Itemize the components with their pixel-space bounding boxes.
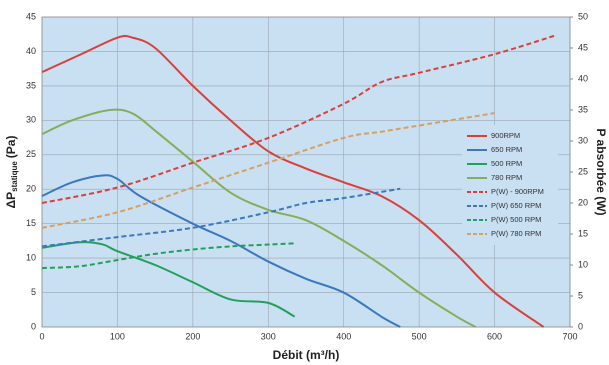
- y-tick-label: 35: [26, 80, 36, 90]
- series-line: [41, 112, 495, 229]
- legend-label: 900RPM: [491, 131, 520, 140]
- x-axis-label: Débit (m³/h): [273, 348, 340, 362]
- y2-axis-label: P absorbée (W): [594, 128, 608, 215]
- y-tick-label: 15: [26, 218, 36, 228]
- y-tick-label: 45: [26, 11, 36, 21]
- legend-label: P(W) 650 RPM: [491, 201, 541, 210]
- y2-tick-label: 25: [578, 166, 588, 176]
- series-line: [41, 187, 401, 248]
- y-tick-label: 40: [26, 46, 36, 56]
- legend-box: [462, 125, 558, 245]
- y2-tick-label: 40: [578, 73, 588, 83]
- x-tick-label: 0: [39, 331, 44, 341]
- y2-tick-label: 10: [578, 259, 588, 269]
- legend-label: P(W) 500 RPM: [491, 215, 541, 224]
- y-tick-label: 5: [31, 287, 36, 297]
- y2-tick-label: 30: [578, 135, 588, 145]
- y-tick-label: 30: [26, 115, 36, 125]
- y2-tick-label: 5: [578, 290, 583, 300]
- y-tick-label: 20: [26, 184, 36, 194]
- y2-tick-label: 15: [578, 228, 588, 238]
- x-tick-label: 100: [110, 331, 125, 341]
- plot-border: [41, 16, 571, 328]
- x-tick-label: 500: [412, 331, 427, 341]
- legend-label: P(W) - 900RPM: [491, 187, 544, 196]
- y-label-main: ΔP: [4, 192, 18, 209]
- y-label-unit: (Pa): [4, 136, 18, 159]
- series-line: [41, 241, 296, 318]
- y2-tick-label: 0: [578, 321, 583, 331]
- y2-tick-label: 35: [578, 104, 588, 114]
- y-label-sub: statique: [10, 161, 19, 192]
- x-tick-label: 400: [336, 331, 351, 341]
- y2-tick-label: 20: [578, 197, 588, 207]
- legend-label: 780 RPM: [491, 173, 522, 182]
- series-line: [41, 108, 477, 328]
- series-line: [41, 242, 295, 270]
- x-tick-label: 700: [562, 331, 577, 341]
- y-tick-label: 0: [31, 321, 36, 331]
- y-tick-label: 25: [26, 149, 36, 159]
- legend-label: 650 RPM: [491, 145, 522, 154]
- x-tick-label: 200: [185, 331, 200, 341]
- y2-tick-label: 45: [578, 42, 588, 52]
- x-tick-label: 600: [487, 331, 502, 341]
- y-axis-label: ΔPstatique (Pa): [4, 136, 19, 209]
- y2-tick-label: 50: [578, 11, 588, 21]
- legend-label: P(W) 780 RPM: [491, 229, 541, 238]
- x-tick-label: 300: [261, 331, 276, 341]
- legend-label: 500 RPM: [491, 159, 522, 168]
- series-line: [41, 34, 556, 204]
- series-line: [41, 34, 545, 328]
- y-tick-label: 10: [26, 252, 36, 262]
- series-line: [41, 174, 401, 328]
